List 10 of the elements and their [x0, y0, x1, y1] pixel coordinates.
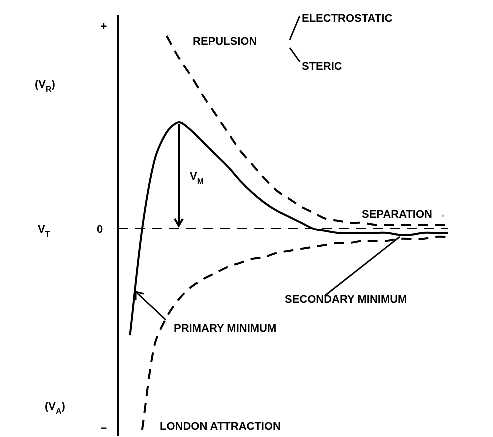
text: ELECTROSTATIC	[302, 13, 393, 25]
annotation: STERIC	[302, 61, 342, 73]
annotation: PRIMARY MINIMUM	[174, 323, 277, 335]
text: −	[100, 423, 108, 435]
text: +	[100, 21, 108, 33]
text: 0	[96, 224, 104, 236]
annotation: SECONDARY MINIMUM	[285, 294, 408, 306]
series-label: REPULSION	[193, 36, 258, 48]
series-label: LONDON ATTRACTION	[160, 421, 282, 433]
x-axis-title: SEPARATION →	[362, 209, 447, 221]
